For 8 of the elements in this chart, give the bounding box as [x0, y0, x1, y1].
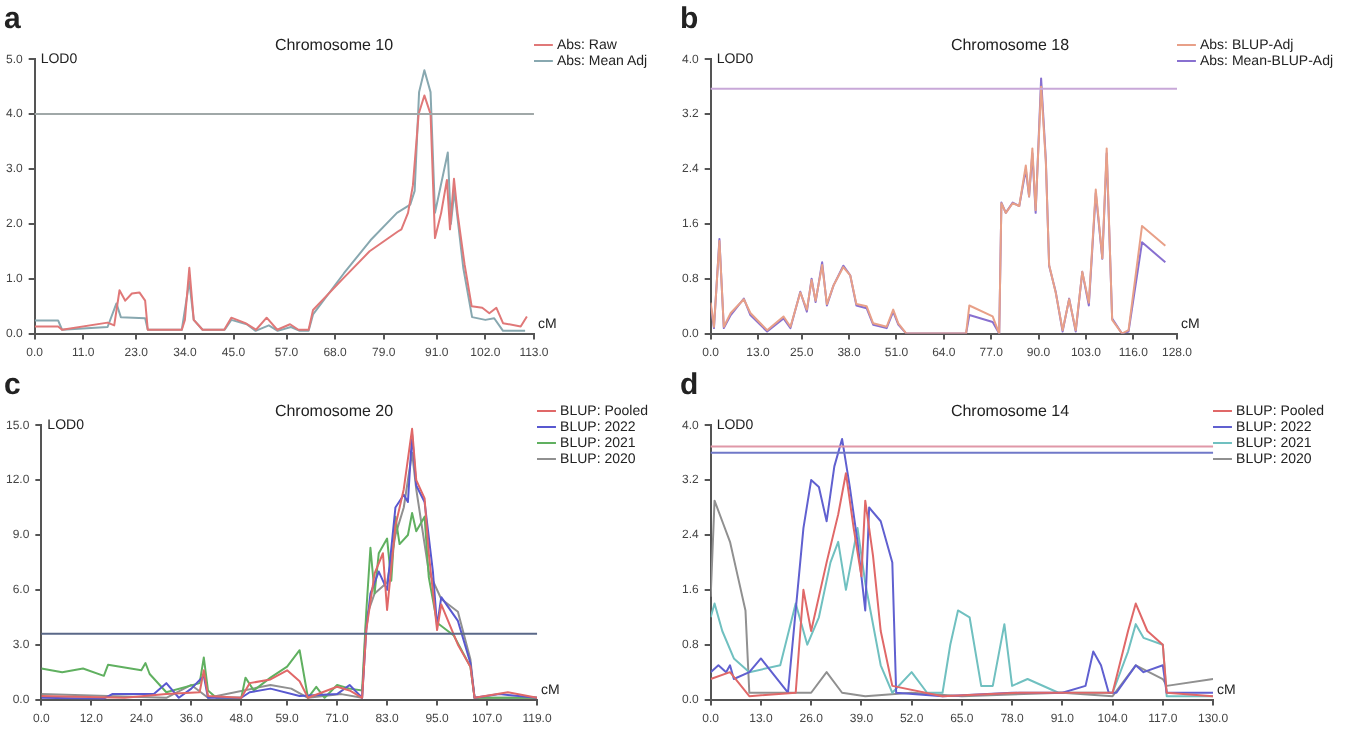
text: b: [680, 2, 699, 36]
text: d: [680, 368, 699, 402]
chart-title: Chromosome 18: [950, 36, 1071, 55]
text: c: [4, 368, 21, 402]
text: a: [4, 2, 22, 36]
chart-title: Chromosome 10: [274, 36, 395, 55]
chart-title: Chromosome 14: [950, 402, 1071, 421]
chart-title: Chromosome 20: [274, 402, 395, 421]
